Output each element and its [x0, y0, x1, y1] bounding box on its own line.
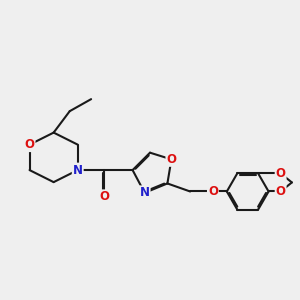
Text: O: O	[208, 185, 218, 198]
Text: O: O	[25, 138, 34, 151]
Text: O: O	[167, 153, 176, 166]
Text: O: O	[100, 190, 110, 203]
Text: N: N	[140, 186, 150, 199]
Text: N: N	[73, 164, 83, 177]
Text: O: O	[276, 185, 286, 198]
Text: O: O	[276, 167, 286, 180]
